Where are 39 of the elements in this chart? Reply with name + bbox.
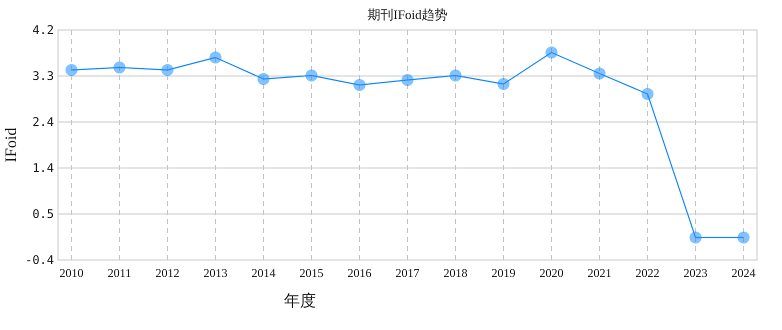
point: [209, 52, 222, 64]
x-tick-label: 2023: [684, 266, 708, 280]
y-tick-label: 4.2: [32, 23, 54, 38]
y-tick-label: 2.4: [32, 115, 54, 130]
x-tick-label: 2021: [588, 266, 612, 280]
x-tick-label: 2022: [636, 266, 660, 280]
x-tick-label: 2013: [203, 266, 228, 280]
x-tick-label: 2018: [444, 266, 468, 280]
point: [642, 88, 654, 100]
x-axis-title: 年度: [284, 292, 316, 310]
x-tick-label: 2015: [299, 266, 324, 280]
point: [353, 79, 366, 91]
y-axis-title: IFoid: [3, 128, 20, 162]
x-tick-label: 2020: [540, 266, 564, 280]
x-tick-label: 2016: [347, 266, 372, 280]
y-tick-label: -0.4: [25, 253, 54, 268]
point: [305, 70, 318, 82]
x-tick-label: 2024: [732, 266, 756, 280]
x-tick-label: 2014: [251, 266, 276, 280]
point: [690, 232, 702, 244]
point: [257, 73, 270, 85]
x-tick-label: 2011: [108, 266, 132, 280]
x-tick-label: 2010: [59, 266, 84, 280]
point: [738, 232, 750, 244]
x-tick-label: 2017: [396, 266, 420, 280]
y-tick-label: 3.3: [32, 69, 54, 84]
point: [161, 64, 174, 76]
x-tick-label: 2019: [492, 266, 516, 280]
y-tick-label: 0.5: [32, 207, 54, 222]
y-tick-label: 1.4: [32, 161, 54, 176]
point: [402, 74, 414, 86]
point: [65, 64, 78, 76]
x-tick-label: 2012: [155, 266, 180, 280]
point: [113, 62, 126, 74]
point: [546, 46, 558, 58]
point: [594, 68, 606, 80]
point: [450, 70, 462, 82]
chart-title: 期刊IFoid趋势: [367, 7, 448, 22]
point: [498, 78, 510, 90]
